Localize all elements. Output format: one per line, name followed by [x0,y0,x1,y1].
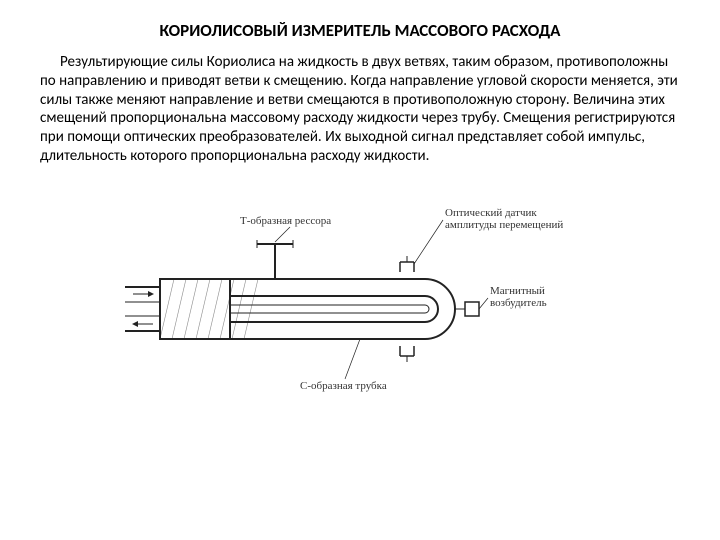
svg-text:Магнитный: Магнитный [490,285,545,297]
svg-text:Т-образная рессора: Т-образная рессора [240,215,331,227]
page-title: КОРИОЛИСОВЫЙ ИЗМЕРИТЕЛЬ МАССОВОГО РАСХОД… [40,20,680,41]
svg-text:возбудитель: возбудитель [490,297,547,309]
coriolis-schematic: Т-образная рессора Оптический датчикампли… [125,184,595,404]
body-paragraph: Результирующие силы Кориолиса на жидкост… [40,53,680,166]
svg-text:Оптический датчик: Оптический датчик [445,207,537,219]
svg-text:амплитуды перемещений: амплитуды перемещений [445,219,563,231]
svg-text:С-образная трубка: С-образная трубка [300,380,387,392]
